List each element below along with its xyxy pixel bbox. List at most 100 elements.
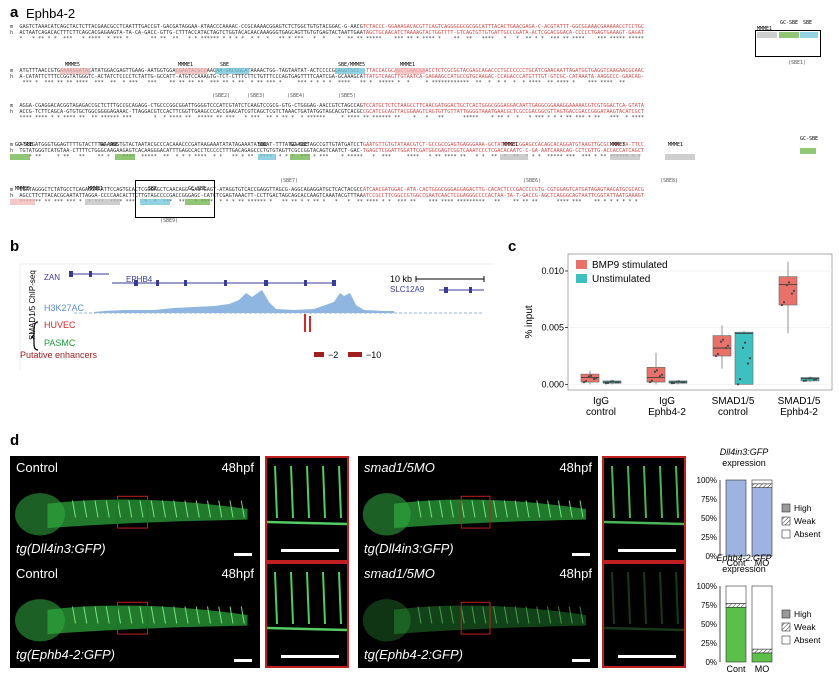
vessel xyxy=(173,500,178,518)
vessel xyxy=(322,465,326,519)
vessel xyxy=(139,500,144,518)
box-gc-sbe-1 xyxy=(755,30,821,57)
fish-illustration xyxy=(362,493,586,536)
motif-highlight xyxy=(290,154,310,160)
vessel xyxy=(439,500,444,518)
motif-highlight xyxy=(610,154,640,160)
pasmc-label: PASMC xyxy=(44,338,76,348)
bar-subtitle: expression xyxy=(722,564,766,574)
axial-vessel xyxy=(604,520,684,526)
motif-tag: SBE xyxy=(258,142,268,148)
data-point xyxy=(736,383,740,386)
motif-highlight xyxy=(800,148,816,154)
data-point xyxy=(655,369,659,372)
vessel xyxy=(306,465,310,519)
motif-tag: GC-SBE xyxy=(290,142,309,148)
sequence-line: m CGATAGGGCTCTATGCCTCAGAGGAAATTCCAGTGCAC… xyxy=(10,187,645,193)
scale-bar xyxy=(281,549,339,552)
sequence-line: h TGTATGGGTCATGTAA-CTTTTCTGGGCAAGAAGAGTC… xyxy=(10,148,645,154)
vessel xyxy=(274,465,278,519)
axial-vessel xyxy=(267,626,347,632)
data-point xyxy=(609,380,613,383)
data-point xyxy=(660,373,664,376)
data-point xyxy=(792,289,796,292)
data-point xyxy=(743,341,747,344)
scale-bar xyxy=(572,659,590,662)
bar-y-tick: 100% xyxy=(697,476,717,485)
vessel xyxy=(471,606,476,624)
vessel xyxy=(72,606,76,624)
vessel xyxy=(643,571,647,625)
motif-tag: GC-SBE xyxy=(780,20,799,26)
control-inset xyxy=(265,456,349,562)
vessel xyxy=(195,500,200,518)
box-bmp9 xyxy=(580,373,600,383)
data-point xyxy=(780,303,784,307)
motif-tag: GC-SBE xyxy=(15,142,34,148)
vessel xyxy=(557,500,562,518)
data-point xyxy=(611,380,615,383)
motif-highlight xyxy=(140,199,170,205)
data-point xyxy=(658,375,662,378)
data-point xyxy=(716,352,720,356)
vessel xyxy=(162,500,166,518)
vessel xyxy=(94,606,99,624)
vessel xyxy=(72,500,76,518)
legend-swatch xyxy=(781,622,791,632)
motif-highlight xyxy=(800,32,818,38)
motif-tag: GC-SBE xyxy=(100,142,119,148)
vessel xyxy=(240,500,245,518)
genome-browser: ZAN EPHB4 SLC12A9 10 kb H3K27AC HUVEC PA… xyxy=(19,263,494,370)
motif-tag: MMME5 xyxy=(65,62,81,68)
motif-tag: SBE xyxy=(220,62,230,68)
axial-vessel xyxy=(604,626,684,632)
bar-y-tick: 50% xyxy=(701,514,717,523)
bar-title: Ephb4-2:GFP xyxy=(716,553,771,563)
huvec-peak-2 xyxy=(309,316,311,332)
box-bmp9 xyxy=(646,367,666,383)
vessel xyxy=(428,500,433,518)
vessel xyxy=(675,465,679,519)
sbe-sublabel: (SBE9) xyxy=(160,218,179,224)
motif-tag: MMME1 xyxy=(668,142,684,148)
h3k27ac-track xyxy=(94,290,394,313)
vessel xyxy=(536,500,541,518)
motif-highlight xyxy=(258,154,276,160)
box-sbe-gc-sbe xyxy=(135,180,215,218)
sbe-sublabel: (SBE8) xyxy=(660,178,679,184)
vessel xyxy=(207,500,211,518)
vessel xyxy=(643,465,647,519)
gene-zan-label: ZAN xyxy=(44,273,60,282)
box-unstim xyxy=(800,377,820,382)
bar-high xyxy=(751,487,773,557)
bar-absent xyxy=(751,479,773,485)
stage-label: 48hpf xyxy=(221,460,254,475)
zoom-box xyxy=(460,601,491,635)
vessel xyxy=(417,606,422,624)
motif-highlight xyxy=(335,68,365,74)
motif-highlight xyxy=(115,154,135,160)
control-micrograph: Control 48hpf tg(Ephb4-2:GFP) xyxy=(10,562,260,668)
vessel xyxy=(83,606,88,624)
data-point xyxy=(587,375,591,378)
bar-y-tick: 75% xyxy=(701,601,717,610)
y-axis-label: % input xyxy=(524,305,535,339)
control-micrograph: Control 48hpf tg(Dll4in3:GFP) xyxy=(10,456,260,562)
data-point xyxy=(582,380,586,384)
motif-highlight xyxy=(10,199,35,205)
sbe-sublabel: (SBE7) xyxy=(280,178,299,184)
data-point xyxy=(648,380,652,384)
h3k27ac-label: H3K27AC xyxy=(44,303,85,313)
legend-label: Weak xyxy=(794,516,816,526)
conservation-stars: **** **** * * **** ** ** ****** *** * * … xyxy=(10,115,644,121)
data-point xyxy=(616,380,620,384)
x-tick-label: Ephb4-2 xyxy=(780,407,818,418)
data-point xyxy=(675,380,679,383)
vessel xyxy=(482,500,487,518)
vessel xyxy=(218,500,223,518)
scale-bar xyxy=(618,655,676,658)
enhancer-10-label: −10 xyxy=(366,350,381,360)
y-tick-label: 0.000 xyxy=(541,379,564,389)
motif-tag: GC-SBE xyxy=(800,136,819,142)
